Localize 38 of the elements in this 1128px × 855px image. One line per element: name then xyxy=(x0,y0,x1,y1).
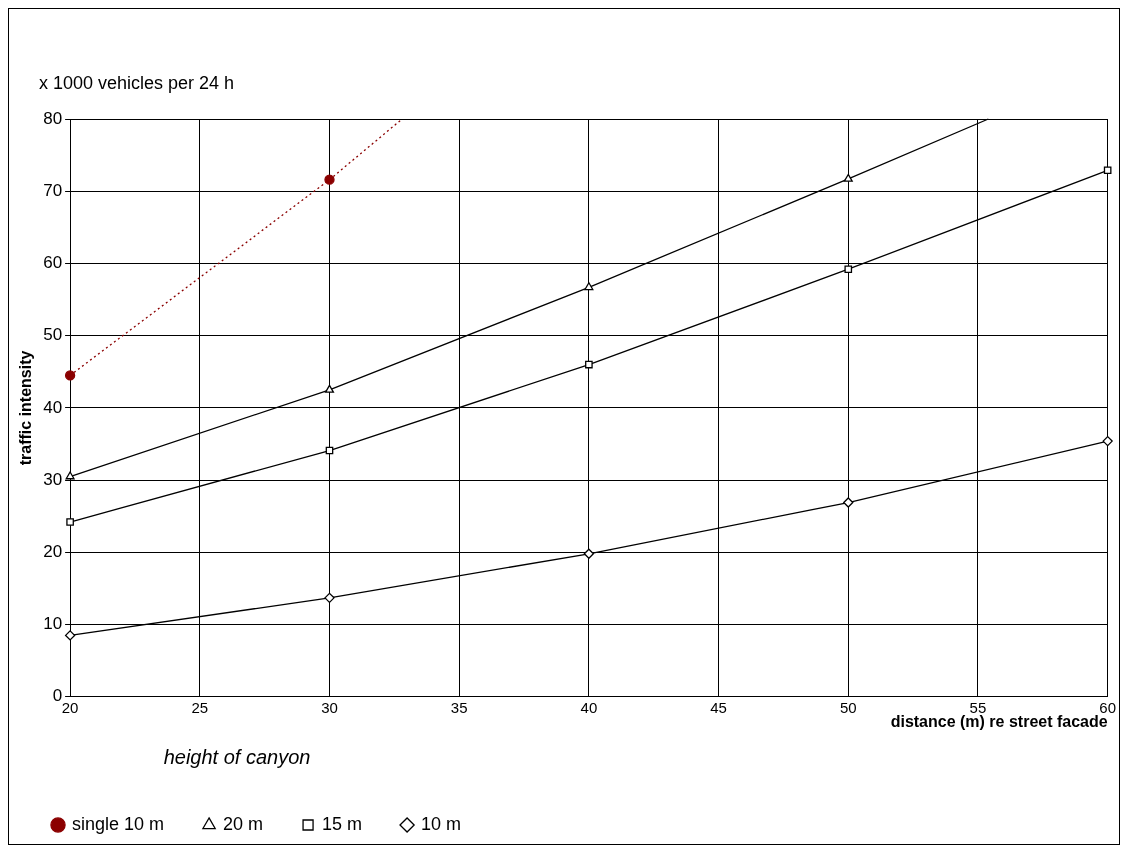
y-tick-label: 10 xyxy=(43,614,63,634)
legend-label: 10 m xyxy=(421,813,462,834)
point xyxy=(584,282,594,291)
point xyxy=(66,518,74,526)
point xyxy=(64,630,76,641)
point xyxy=(324,384,335,393)
point xyxy=(64,370,76,381)
point xyxy=(65,471,75,480)
y-tick-label: 60 xyxy=(43,253,63,273)
point xyxy=(844,265,853,274)
y-tick-label: 20 xyxy=(43,542,63,562)
x-tick-label: 20 xyxy=(61,698,79,716)
point xyxy=(324,592,335,603)
y-tick-label: 70 xyxy=(43,180,63,200)
y-tick-label: 50 xyxy=(43,325,63,345)
x-tick-label: 40 xyxy=(580,698,598,716)
y-tick-label: 40 xyxy=(43,397,63,417)
point xyxy=(1103,166,1112,175)
point xyxy=(324,174,335,185)
y-axis-title: traffic intensity xyxy=(17,350,35,466)
x-tick-label: 35 xyxy=(450,698,468,716)
point xyxy=(843,497,854,508)
legend-label: 20 m xyxy=(223,813,264,834)
x-tick-label: 50 xyxy=(839,698,857,716)
y-tick-label: 0 xyxy=(52,686,63,706)
point xyxy=(1102,435,1113,447)
text: x 1000 vehicles per 24 h xyxy=(39,72,235,93)
y-tick-label: 80 xyxy=(43,108,63,128)
y-tick-label: 30 xyxy=(43,469,63,489)
legend-label: single 10 m xyxy=(72,813,165,834)
point xyxy=(843,173,853,182)
legend-label: 15 m xyxy=(322,813,363,834)
x-tick-label: 45 xyxy=(710,698,727,716)
point xyxy=(585,360,593,369)
legend-title: height of canyon xyxy=(163,745,311,768)
x-tick-label: 25 xyxy=(191,698,209,716)
x-tick-label: 30 xyxy=(321,698,338,716)
point xyxy=(583,548,595,559)
